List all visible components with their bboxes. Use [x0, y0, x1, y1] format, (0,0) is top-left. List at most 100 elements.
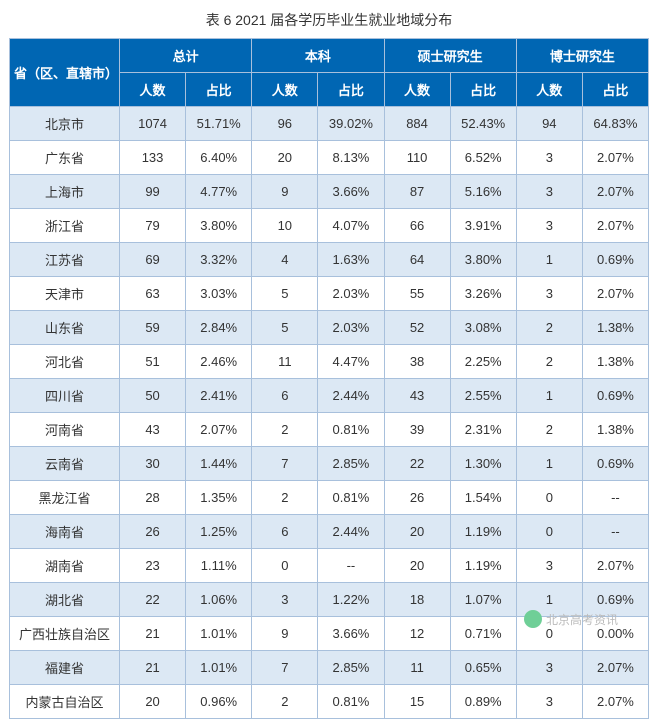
td-ss-count: 87 — [384, 175, 450, 209]
td-bs-pct: 1.38% — [582, 413, 648, 447]
td-bk-count: 7 — [252, 651, 318, 685]
td-total-pct: 2.84% — [186, 311, 252, 345]
td-ss-count: 110 — [384, 141, 450, 175]
td-bs-pct: 0.69% — [582, 583, 648, 617]
th-ss-count: 人数 — [384, 73, 450, 107]
td-total-count: 63 — [120, 277, 186, 311]
td-total-count: 22 — [120, 583, 186, 617]
td-ss-pct: 2.25% — [450, 345, 516, 379]
table-row: 浙江省793.80%104.07%663.91%32.07% — [10, 209, 649, 243]
td-ss-count: 22 — [384, 447, 450, 481]
td-total-pct: 1.01% — [186, 651, 252, 685]
td-bk-pct: 0.81% — [318, 413, 384, 447]
table-row: 黑龙江省281.35%20.81%261.54%0-- — [10, 481, 649, 515]
table-row: 湖北省221.06%31.22%181.07%10.69% — [10, 583, 649, 617]
td-bs-pct: 2.07% — [582, 175, 648, 209]
td-ss-pct: 0.65% — [450, 651, 516, 685]
td-bs-pct: 2.07% — [582, 141, 648, 175]
td-ss-pct: 3.91% — [450, 209, 516, 243]
td-ss-pct: 1.19% — [450, 515, 516, 549]
table-row: 河北省512.46%114.47%382.25%21.38% — [10, 345, 649, 379]
td-bk-count: 2 — [252, 685, 318, 719]
td-ss-pct: 2.31% — [450, 413, 516, 447]
td-ss-pct: 6.52% — [450, 141, 516, 175]
th-bs-count: 人数 — [516, 73, 582, 107]
td-province: 内蒙古自治区 — [10, 685, 120, 719]
td-bk-count: 0 — [252, 549, 318, 583]
td-bs-count: 1 — [516, 583, 582, 617]
td-total-pct: 3.32% — [186, 243, 252, 277]
table-header: 省（区、直辖市） 总计 本科 硕士研究生 博士研究生 人数 占比 人数 占比 人… — [10, 39, 649, 107]
td-bk-count: 10 — [252, 209, 318, 243]
td-bk-pct: 0.81% — [318, 481, 384, 515]
td-ss-pct: 3.80% — [450, 243, 516, 277]
td-bs-count: 1 — [516, 243, 582, 277]
th-group-master: 硕士研究生 — [384, 39, 516, 73]
td-bs-count: 3 — [516, 209, 582, 243]
td-province: 湖南省 — [10, 549, 120, 583]
td-total-pct: 51.71% — [186, 107, 252, 141]
td-total-count: 28 — [120, 481, 186, 515]
td-province: 江苏省 — [10, 243, 120, 277]
td-bs-pct: 2.07% — [582, 651, 648, 685]
td-bk-count: 4 — [252, 243, 318, 277]
td-bk-pct: 0.81% — [318, 685, 384, 719]
td-total-count: 30 — [120, 447, 186, 481]
td-province: 广西壮族自治区 — [10, 617, 120, 651]
td-bs-pct: 0.00% — [582, 617, 648, 651]
th-bk-count: 人数 — [252, 73, 318, 107]
td-bs-count: 3 — [516, 685, 582, 719]
td-bs-pct: 0.69% — [582, 447, 648, 481]
td-bk-pct: 3.66% — [318, 617, 384, 651]
td-bs-count: 3 — [516, 651, 582, 685]
table-row: 上海市994.77%93.66%875.16%32.07% — [10, 175, 649, 209]
table-row: 江苏省693.32%41.63%643.80%10.69% — [10, 243, 649, 277]
th-bs-pct: 占比 — [582, 73, 648, 107]
td-bk-count: 20 — [252, 141, 318, 175]
table-row: 海南省261.25%62.44%201.19%0-- — [10, 515, 649, 549]
td-total-count: 133 — [120, 141, 186, 175]
td-bs-pct: 0.69% — [582, 379, 648, 413]
td-bs-pct: 0.69% — [582, 243, 648, 277]
td-province: 福建省 — [10, 651, 120, 685]
td-province: 海南省 — [10, 515, 120, 549]
table-row: 广东省1336.40%208.13%1106.52%32.07% — [10, 141, 649, 175]
td-province: 广东省 — [10, 141, 120, 175]
td-total-pct: 2.41% — [186, 379, 252, 413]
td-bs-count: 94 — [516, 107, 582, 141]
td-ss-count: 12 — [384, 617, 450, 651]
td-bs-pct: -- — [582, 515, 648, 549]
td-total-pct: 1.44% — [186, 447, 252, 481]
td-province: 湖北省 — [10, 583, 120, 617]
table-row: 河南省432.07%20.81%392.31%21.38% — [10, 413, 649, 447]
th-group-bachelor: 本科 — [252, 39, 384, 73]
td-bs-count: 3 — [516, 141, 582, 175]
td-bk-pct: 2.85% — [318, 651, 384, 685]
table-row: 内蒙古自治区200.96%20.81%150.89%32.07% — [10, 685, 649, 719]
td-bk-pct: 2.85% — [318, 447, 384, 481]
td-ss-count: 18 — [384, 583, 450, 617]
td-bk-pct: 2.03% — [318, 311, 384, 345]
td-bs-pct: 64.83% — [582, 107, 648, 141]
td-ss-pct: 1.19% — [450, 549, 516, 583]
td-province: 上海市 — [10, 175, 120, 209]
td-total-pct: 6.40% — [186, 141, 252, 175]
td-ss-count: 66 — [384, 209, 450, 243]
td-bk-pct: 8.13% — [318, 141, 384, 175]
td-ss-pct: 0.71% — [450, 617, 516, 651]
td-total-count: 1074 — [120, 107, 186, 141]
table-body: 北京市107451.71%9639.02%88452.43%9464.83%广东… — [10, 107, 649, 719]
td-bs-count: 1 — [516, 447, 582, 481]
td-bs-count: 0 — [516, 617, 582, 651]
td-bk-count: 9 — [252, 617, 318, 651]
td-bk-count: 5 — [252, 311, 318, 345]
td-bs-pct: 1.38% — [582, 345, 648, 379]
td-bk-count: 9 — [252, 175, 318, 209]
td-bs-pct: 2.07% — [582, 549, 648, 583]
td-bk-pct: 2.44% — [318, 515, 384, 549]
td-bk-count: 6 — [252, 379, 318, 413]
td-bk-pct: 1.22% — [318, 583, 384, 617]
td-ss-count: 55 — [384, 277, 450, 311]
th-group-doctor: 博士研究生 — [516, 39, 648, 73]
td-bk-count: 6 — [252, 515, 318, 549]
